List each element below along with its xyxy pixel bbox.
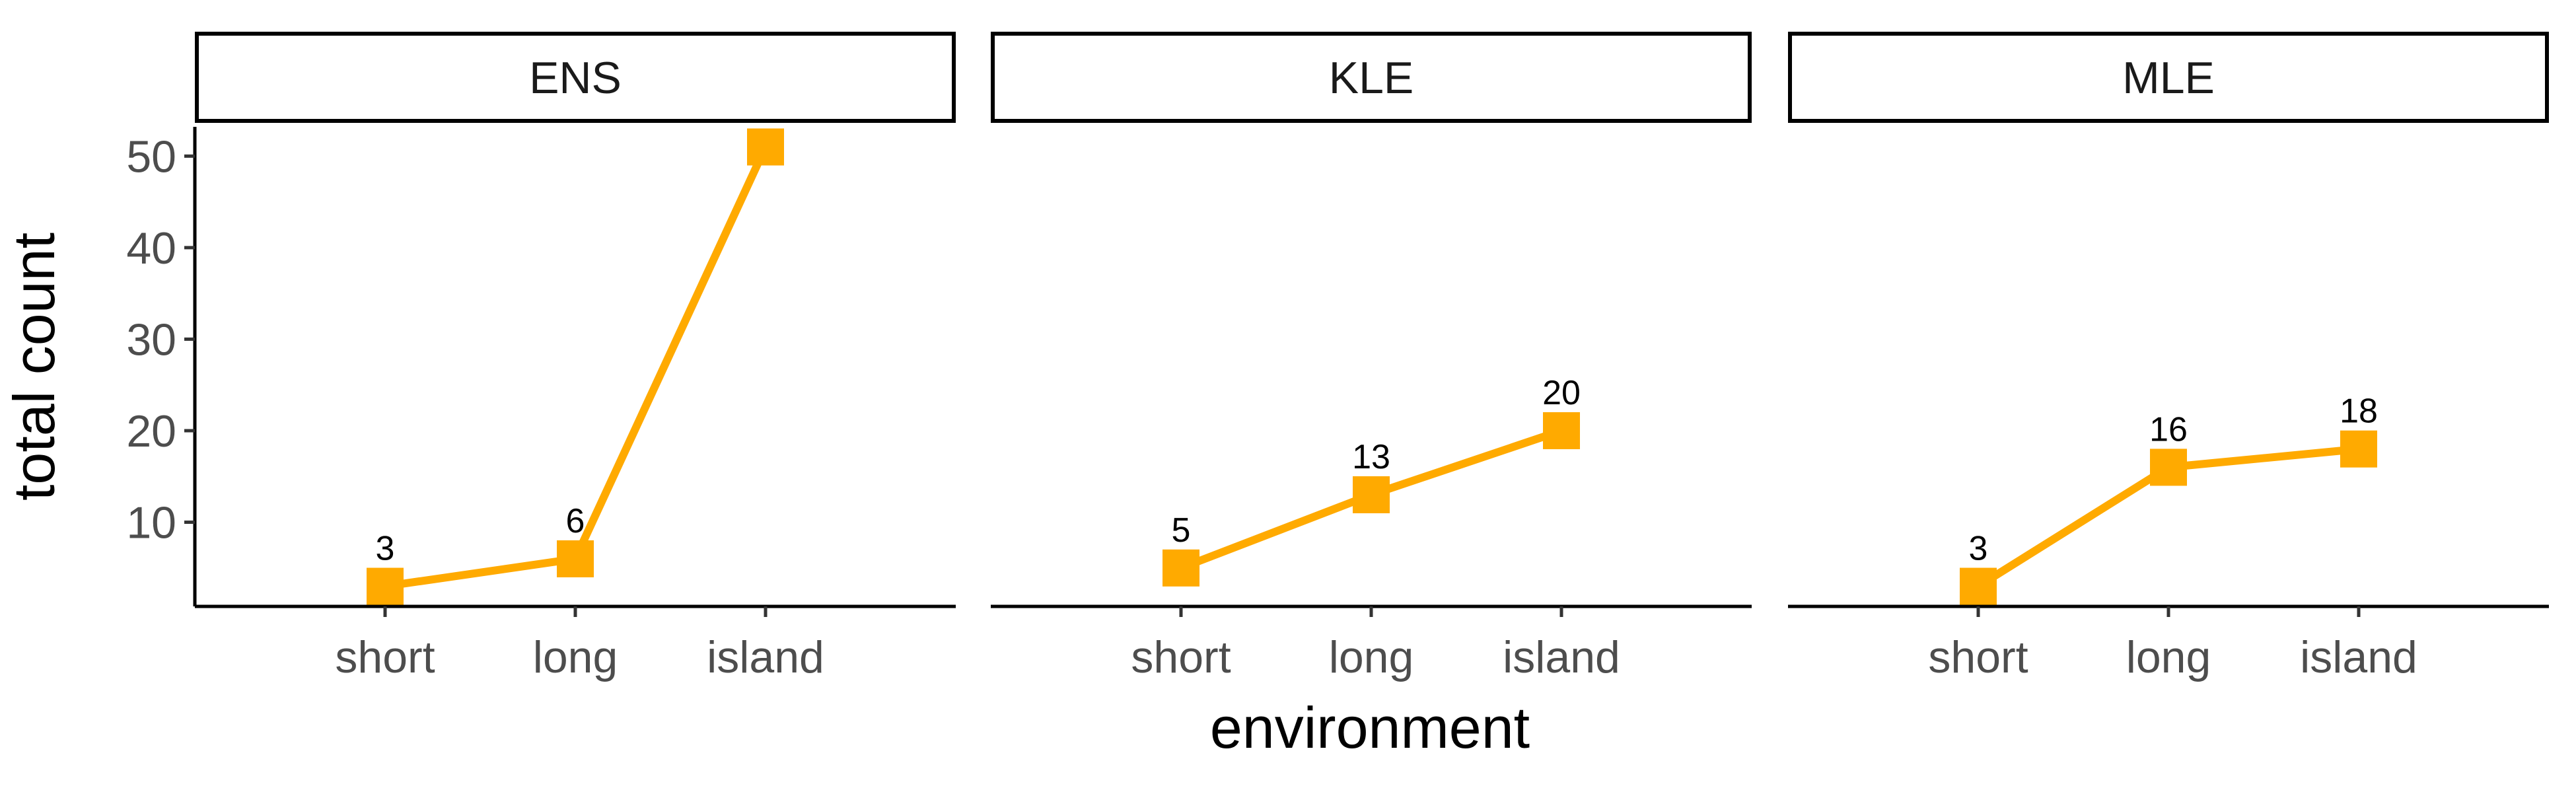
data-label: 3 — [1969, 530, 1988, 568]
data-point — [1960, 567, 1997, 605]
facet-strip — [1788, 32, 2549, 123]
panel-mle: MLE short long island 3 16 18 — [1788, 32, 2549, 682]
data-point — [2340, 430, 2377, 468]
facet-strip — [195, 32, 956, 123]
panel-ens: ENS short long island 3 6 — [195, 32, 956, 682]
x-axis-title: environment — [1210, 695, 1530, 760]
x-tick-label: short — [335, 632, 435, 682]
data-label: 5 — [1172, 511, 1191, 550]
data-label: 3 — [376, 530, 395, 568]
data-point — [1353, 476, 1390, 513]
x-tick-label: long — [2126, 632, 2211, 682]
data-point — [367, 567, 404, 605]
data-point — [747, 128, 784, 166]
y-tick-label: 50 — [126, 131, 176, 182]
data-label: 20 — [1542, 374, 1581, 412]
y-tick-label: 10 — [126, 498, 176, 548]
x-tick-label: long — [533, 632, 618, 682]
panel-kle: KLE short long island 5 13 20 — [991, 32, 1752, 682]
x-tick-label: short — [1131, 632, 1231, 682]
x-tick-label: island — [1503, 632, 1620, 682]
x-tick-label: long — [1329, 632, 1414, 682]
x-tick-label: short — [1928, 632, 2028, 682]
data-point — [2150, 449, 2187, 486]
data-label: 16 — [2149, 410, 2188, 449]
data-point — [557, 540, 594, 577]
data-label: 6 — [566, 502, 585, 540]
data-label: 18 — [2340, 392, 2378, 431]
y-axis: 10 20 30 40 50 — [126, 127, 197, 606]
y-tick-label: 30 — [126, 314, 176, 365]
y-tick-label: 20 — [126, 406, 176, 456]
data-point — [1543, 412, 1580, 449]
facet-strip-label: ENS — [529, 53, 622, 103]
x-tick-label: island — [2300, 632, 2417, 682]
facet-strip-label: MLE — [2122, 53, 2215, 103]
x-tick-label: island — [707, 632, 824, 682]
y-axis-title: total count — [1, 233, 67, 501]
panels-layer: ENS short long island 3 6 KLE short long island 5 1… — [195, 32, 2549, 682]
data-label: 13 — [1352, 438, 1390, 476]
y-tick-label: 40 — [126, 223, 176, 273]
facet-strip — [991, 32, 1752, 123]
facet-strip-label: KLE — [1329, 53, 1414, 103]
data-point — [1163, 549, 1199, 587]
